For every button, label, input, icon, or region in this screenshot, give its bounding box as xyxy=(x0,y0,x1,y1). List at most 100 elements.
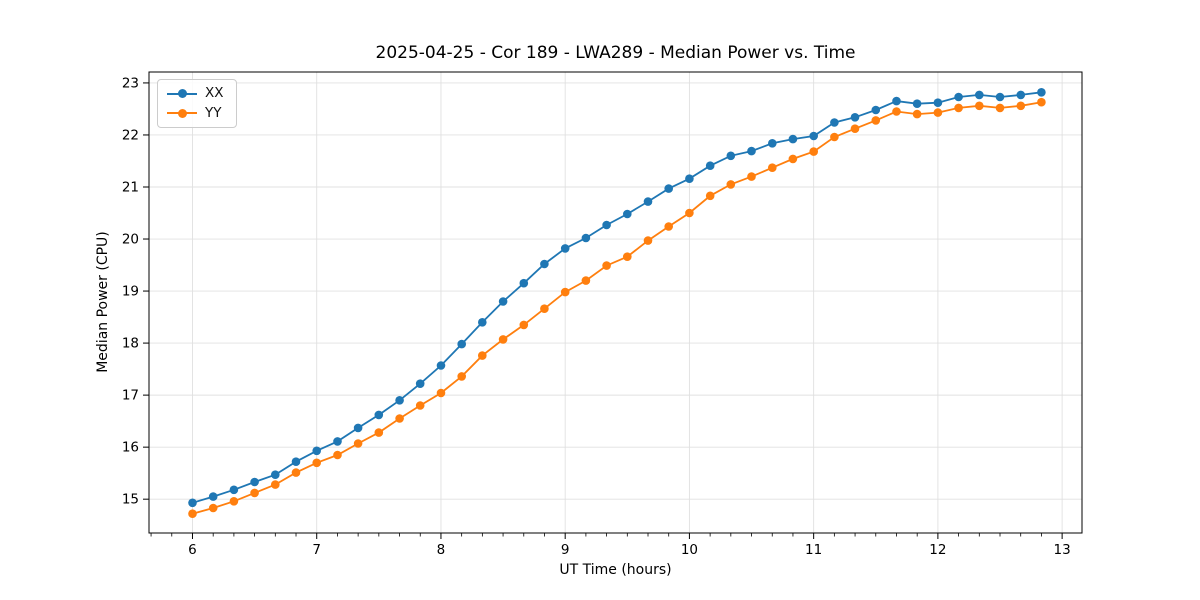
data-point-XX xyxy=(271,470,280,480)
data-point-XX xyxy=(975,90,984,100)
data-point-XX xyxy=(229,485,239,495)
data-point-XX xyxy=(933,98,943,107)
data-point-YY xyxy=(954,103,963,113)
data-point-XX xyxy=(581,233,591,243)
data-point-YY xyxy=(705,191,715,201)
data-point-XX xyxy=(912,99,922,108)
data-point-YY xyxy=(726,180,736,189)
data-point-XX xyxy=(519,278,529,288)
legend: XX YY xyxy=(157,79,237,128)
data-point-YY xyxy=(271,480,280,489)
data-point-XX xyxy=(871,105,881,115)
data-point-XX xyxy=(250,477,259,487)
data-point-YY xyxy=(830,132,839,142)
y-tick-label: 23 xyxy=(122,75,139,91)
chart-title: 2025-04-25 - Cor 189 - LWA289 - Median P… xyxy=(375,43,856,63)
y-tick-label: 15 xyxy=(122,492,139,508)
x-axis-label: UT Time (hours) xyxy=(559,562,672,578)
data-point-XX xyxy=(664,184,673,193)
data-point-XX xyxy=(954,92,963,102)
data-point-XX xyxy=(457,339,467,349)
data-point-YY xyxy=(809,147,818,156)
legend-marker-icon xyxy=(167,89,197,99)
data-point-YY xyxy=(188,509,197,518)
data-point-YY xyxy=(333,450,342,460)
data-point-YY xyxy=(871,116,881,125)
x-tick-label: 7 xyxy=(312,542,321,558)
y-tick-label: 21 xyxy=(122,179,139,195)
data-point-XX xyxy=(995,92,1005,102)
data-point-YY xyxy=(602,261,611,270)
data-point-XX xyxy=(374,410,384,420)
data-point-XX xyxy=(353,423,363,433)
data-point-YY xyxy=(519,320,529,330)
data-point-YY xyxy=(912,109,922,119)
data-point-YY xyxy=(995,103,1005,113)
y-axis-label: Median Power (CPU) xyxy=(95,231,111,373)
data-point-YY xyxy=(1037,97,1046,107)
data-point-YY xyxy=(374,428,384,437)
x-tick-label: 9 xyxy=(561,542,570,558)
data-point-YY xyxy=(312,458,322,468)
plot-frame xyxy=(148,71,1083,534)
data-point-YY xyxy=(581,276,591,285)
x-tick-label: 12 xyxy=(929,542,946,558)
data-point-XX xyxy=(312,446,322,456)
data-point-XX xyxy=(788,134,798,144)
x-tick-label: 11 xyxy=(805,542,822,558)
legend-item-YY: YY xyxy=(167,106,224,121)
data-point-YY xyxy=(229,497,239,506)
data-point-XX xyxy=(892,96,901,106)
data-point-XX xyxy=(830,118,839,127)
data-point-XX xyxy=(188,498,197,508)
data-point-XX xyxy=(478,318,487,327)
legend-marker-icon xyxy=(167,108,197,118)
x-tick-label: 6 xyxy=(188,542,197,558)
data-point-XX xyxy=(208,492,218,501)
data-point-XX xyxy=(850,113,860,122)
x-tick-label: 8 xyxy=(437,542,446,558)
y-tick-label: 22 xyxy=(122,127,139,143)
data-point-YY xyxy=(478,351,487,360)
y-tick-label: 20 xyxy=(122,232,139,248)
series-line-XX xyxy=(192,91,1042,504)
data-point-XX xyxy=(685,174,694,183)
data-point-YY xyxy=(623,252,632,261)
data-point-XX xyxy=(333,437,342,446)
x-tick-label: 10 xyxy=(681,542,698,558)
data-point-XX xyxy=(395,396,404,405)
data-point-XX xyxy=(291,457,301,467)
data-point-XX xyxy=(415,379,425,389)
data-point-XX xyxy=(1037,88,1046,97)
data-point-XX xyxy=(1016,90,1026,100)
data-point-YY xyxy=(395,414,404,423)
data-point-YY xyxy=(415,401,425,410)
data-point-XX xyxy=(747,146,756,156)
y-tick-label: 17 xyxy=(122,388,139,404)
data-point-YY xyxy=(457,372,467,381)
data-point-YY xyxy=(208,503,218,513)
y-tick-label: 16 xyxy=(122,440,139,456)
y-tick-label: 19 xyxy=(122,284,139,300)
data-point-YY xyxy=(291,468,301,477)
data-point-XX xyxy=(498,297,508,306)
data-point-YY xyxy=(498,335,508,344)
data-point-XX xyxy=(560,244,570,253)
data-point-YY xyxy=(560,287,570,297)
data-point-YY xyxy=(933,108,943,117)
data-point-XX xyxy=(623,209,632,219)
data-point-YY xyxy=(850,124,860,133)
data-point-YY xyxy=(250,488,259,498)
x-tick-label: 13 xyxy=(1054,542,1071,558)
data-point-XX xyxy=(540,259,549,269)
data-point-XX xyxy=(809,131,818,141)
data-point-XX xyxy=(768,139,777,148)
data-point-YY xyxy=(540,304,549,314)
data-point-YY xyxy=(664,222,673,231)
data-point-YY xyxy=(747,172,756,181)
legend-item-XX: XX xyxy=(167,85,224,101)
data-point-XX xyxy=(602,220,611,230)
legend-label: XX xyxy=(205,85,224,101)
data-point-YY xyxy=(436,388,446,398)
